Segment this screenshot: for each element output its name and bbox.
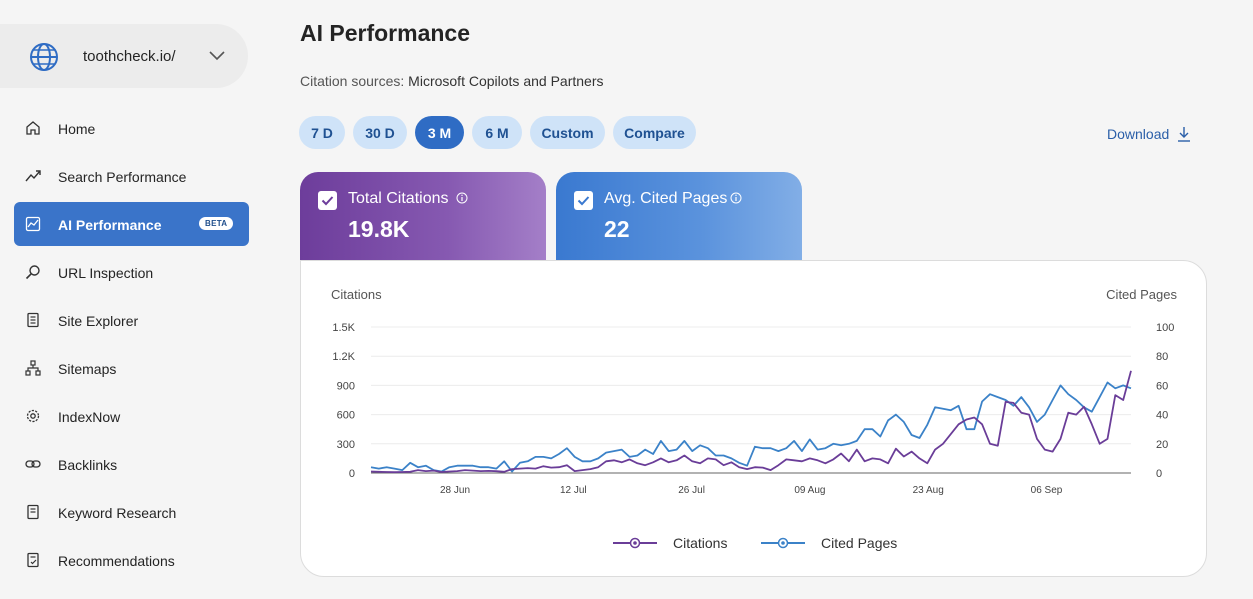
gear-icon — [26, 409, 40, 423]
download-button[interactable]: Download — [1107, 126, 1191, 142]
citation-sources-label: Citation sources: — [300, 73, 405, 89]
checkbox-checked[interactable] — [574, 191, 593, 210]
document-list-icon — [27, 312, 39, 328]
download-icon — [1178, 127, 1191, 142]
sidebar-nav: Home Search Performance AI Performance B… — [14, 106, 249, 586]
total-citations-card[interactable]: Total Citations 19.8K — [300, 172, 546, 262]
y-left-tick-label: 900 — [337, 380, 355, 392]
x-tick-label: 23 Aug — [913, 485, 944, 496]
card-title: Total Citations — [348, 190, 449, 207]
range-custom-button[interactable]: Custom — [530, 116, 605, 149]
download-label: Download — [1107, 126, 1170, 142]
sidebar-item-label: IndexNow — [58, 409, 121, 425]
info-icon[interactable] — [456, 192, 468, 204]
legend-label-cited-pages: Cited Pages — [821, 535, 897, 551]
sidebar-item-label: Search Performance — [58, 169, 187, 185]
sidebar-item-url-inspection[interactable]: URL Inspection — [14, 250, 249, 294]
sitemap-icon — [25, 360, 41, 376]
sidebar-item-label: URL Inspection — [58, 265, 154, 281]
legend-marker-dot-cited-pages — [781, 541, 785, 545]
link-icon — [25, 460, 41, 468]
check-icon — [321, 196, 334, 206]
checkbox-checked[interactable] — [318, 191, 337, 210]
y-left-tick-label: 1.2K — [332, 351, 355, 363]
info-icon[interactable] — [730, 192, 742, 204]
notebook-icon — [27, 504, 39, 520]
sidebar-item-label: Home — [58, 121, 96, 137]
sidebar-item-label: Backlinks — [58, 457, 118, 473]
sidebar-item-label: Site Explorer — [58, 313, 139, 329]
sidebar-item-label: AI Performance — [58, 217, 162, 233]
range-3m-button[interactable]: 3 M — [415, 116, 464, 149]
range-7d-button[interactable]: 7 D — [299, 116, 345, 149]
check-icon — [577, 196, 590, 206]
chart-image-icon — [25, 216, 41, 232]
home-icon — [26, 121, 40, 135]
x-tick-label: 12 Jul — [560, 485, 587, 496]
y-right-tick-label: 20 — [1156, 439, 1168, 451]
performance-line-chart: Citations Cited Pages 0 0 300 20 600 40 900 60 1.2… — [331, 287, 1177, 551]
sidebar-item-recommendations[interactable]: Recommendations — [14, 538, 249, 582]
date-range-selector: 7 D 30 D 3 M 6 M Custom Compare — [299, 116, 704, 149]
x-tick-label: 09 Aug — [794, 485, 825, 496]
magnifier-icon — [25, 265, 40, 280]
site-name: toothcheck.io/ — [83, 48, 176, 65]
card-value: 22 — [604, 216, 630, 242]
sidebar-item-label: Sitemaps — [58, 361, 117, 377]
legend-marker-dot-citations — [633, 541, 637, 545]
x-tick-label: 28 Jun — [440, 485, 470, 496]
y-left-tick-label: 1.5K — [332, 322, 355, 334]
y-left-tick-label: 0 — [349, 468, 355, 480]
card-title: Avg. Cited Pages — [604, 190, 728, 207]
compare-button[interactable]: Compare — [613, 116, 696, 149]
citation-sources: Citation sources: Microsoft Copilots and… — [300, 73, 603, 89]
sidebar-item-ai-performance[interactable]: AI Performance BETA — [14, 202, 249, 246]
y-left-tick-label: 300 — [337, 439, 355, 451]
chevron-down-icon[interactable] — [208, 48, 226, 64]
range-6m-button[interactable]: 6 M — [472, 116, 522, 149]
range-30d-button[interactable]: 30 D — [353, 116, 407, 149]
y-right-tick-label: 80 — [1156, 351, 1168, 363]
sidebar-item-label: Recommendations — [58, 553, 175, 569]
x-tick-label: 26 Jul — [678, 485, 705, 496]
beta-badge: BETA — [199, 217, 234, 230]
site-switcher[interactable]: toothcheck.io/ — [0, 24, 248, 88]
series-line-citations — [370, 370, 1132, 474]
y-left-axis-title: Citations — [331, 287, 382, 302]
chart-panel: Citations Cited Pages 0 0 300 20 600 40 900 60 1.2… — [300, 260, 1207, 577]
clipboard-check-icon — [27, 552, 39, 568]
y-right-tick-label: 40 — [1156, 410, 1168, 422]
avg-cited-pages-card[interactable]: Avg. Cited Pages 22 — [556, 172, 802, 262]
series-line-cited-pages — [370, 381, 1132, 473]
sidebar-item-search-performance[interactable]: Search Performance — [14, 154, 249, 198]
y-right-tick-label: 0 — [1156, 468, 1162, 480]
trend-up-icon — [25, 170, 41, 182]
sidebar-item-sitemaps[interactable]: Sitemaps — [14, 346, 249, 390]
y-right-tick-label: 100 — [1156, 322, 1174, 334]
x-tick-label: 06 Sep — [1031, 485, 1063, 496]
globe-icon — [30, 43, 58, 71]
sidebar-item-indexnow[interactable]: IndexNow — [14, 394, 249, 438]
sidebar-item-backlinks[interactable]: Backlinks — [14, 442, 249, 486]
sidebar-item-label: Keyword Research — [58, 505, 177, 521]
sidebar-item-site-explorer[interactable]: Site Explorer — [14, 298, 249, 342]
card-value: 19.8K — [348, 216, 410, 242]
y-right-axis-title: Cited Pages — [1106, 287, 1177, 302]
y-left-tick-label: 600 — [337, 410, 355, 422]
sidebar-item-keyword-research[interactable]: Keyword Research — [14, 490, 249, 534]
sidebar-item-home[interactable]: Home — [14, 106, 249, 150]
citation-sources-value: Microsoft Copilots and Partners — [408, 73, 604, 89]
legend-label-citations: Citations — [673, 535, 727, 551]
y-right-tick-label: 60 — [1156, 380, 1168, 392]
page-title: AI Performance — [300, 20, 471, 46]
